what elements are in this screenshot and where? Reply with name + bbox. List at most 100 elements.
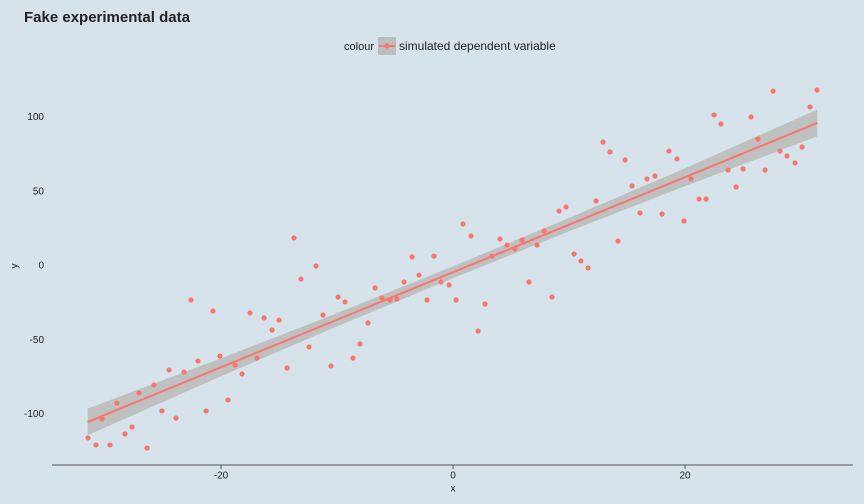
point <box>350 355 356 361</box>
point <box>482 301 488 307</box>
point <box>489 253 495 259</box>
confidence-band <box>87 358 222 436</box>
point <box>166 367 172 373</box>
point <box>637 210 643 216</box>
x-tick-label: -20 <box>214 471 229 482</box>
point <box>777 148 783 154</box>
point <box>534 242 540 248</box>
legend-label: simulated dependent variable <box>399 39 556 53</box>
point <box>298 276 304 282</box>
point <box>659 211 665 217</box>
x-axis-label: x <box>451 484 456 495</box>
point <box>748 114 754 120</box>
point <box>438 279 444 285</box>
point <box>372 285 378 291</box>
point <box>629 183 635 189</box>
point <box>504 242 510 248</box>
point <box>607 149 613 155</box>
point <box>799 144 805 150</box>
point <box>93 442 99 448</box>
point <box>807 104 813 110</box>
point <box>151 382 157 388</box>
point <box>99 416 105 422</box>
point <box>335 294 341 300</box>
point <box>453 297 459 303</box>
point <box>306 344 312 350</box>
point <box>313 263 319 269</box>
point <box>261 315 267 321</box>
legend-key-point <box>384 43 390 49</box>
point <box>674 156 680 162</box>
point <box>571 251 577 257</box>
point <box>792 160 798 166</box>
y-tick-label: 0 <box>38 261 44 272</box>
y-axis-label: y <box>10 264 21 269</box>
point <box>600 139 606 145</box>
confidence-band <box>685 109 818 187</box>
point <box>696 196 702 202</box>
point <box>725 167 731 173</box>
legend-title: colour <box>344 41 374 53</box>
point <box>173 415 179 421</box>
point <box>328 363 334 369</box>
point <box>217 353 223 359</box>
point <box>379 295 385 301</box>
point <box>114 400 120 406</box>
point <box>357 341 363 347</box>
point <box>681 218 687 224</box>
point <box>526 279 532 285</box>
point <box>519 237 525 243</box>
point <box>652 173 658 179</box>
y-tick-label: 100 <box>27 112 44 123</box>
point <box>593 198 599 204</box>
fit-line <box>87 122 818 423</box>
y-tick-label: -100 <box>24 409 44 420</box>
point <box>578 258 584 264</box>
point <box>784 153 790 159</box>
point <box>688 176 694 182</box>
point <box>387 297 393 303</box>
point <box>460 221 466 227</box>
point <box>666 148 672 154</box>
point <box>136 390 142 396</box>
point <box>394 296 400 302</box>
point <box>85 435 91 441</box>
point <box>446 282 452 288</box>
point <box>181 369 187 375</box>
point <box>718 121 724 127</box>
chart-title: Fake experimental data <box>24 9 191 26</box>
point <box>468 233 474 239</box>
point <box>401 279 407 285</box>
point <box>159 408 165 414</box>
point <box>541 228 547 234</box>
point <box>254 355 260 361</box>
point <box>740 166 746 172</box>
point <box>512 246 518 252</box>
point <box>342 299 348 305</box>
point <box>269 327 275 333</box>
point <box>239 371 245 377</box>
point <box>755 136 761 142</box>
point <box>497 236 503 242</box>
y-tick-label: -50 <box>30 335 45 346</box>
point <box>129 424 135 430</box>
point <box>291 235 297 241</box>
point <box>232 362 238 368</box>
point <box>585 265 591 271</box>
point <box>615 238 621 244</box>
point <box>424 297 430 303</box>
confidence-band <box>221 313 338 377</box>
point <box>276 317 282 323</box>
point <box>770 88 776 94</box>
point <box>431 253 437 259</box>
point <box>122 431 128 437</box>
y-tick-label: 50 <box>33 186 45 197</box>
point <box>711 112 717 118</box>
point <box>733 184 739 190</box>
point <box>225 397 231 403</box>
point <box>210 308 216 314</box>
point <box>195 358 201 364</box>
point <box>762 167 768 173</box>
